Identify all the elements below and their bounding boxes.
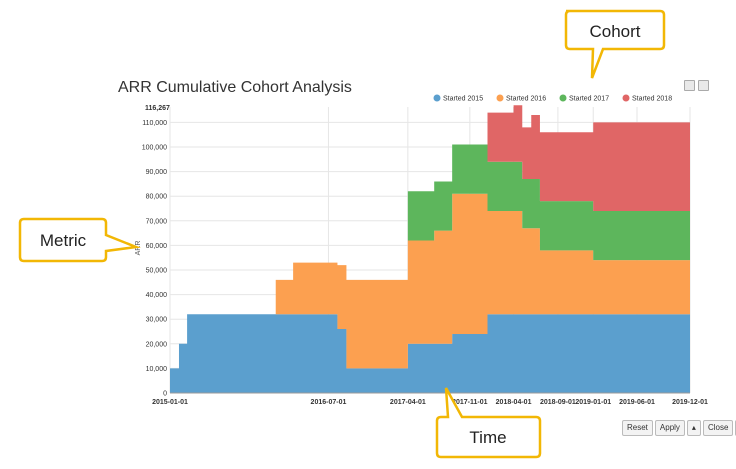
x-axis: 2015-01-01 2016-07-01 2017-04-01 2017-11-01…	[152, 392, 708, 406]
x-tick-label: 2018-09-01	[540, 399, 576, 406]
y-tick-label: 110,000	[142, 120, 167, 127]
legend-marker	[622, 94, 630, 102]
y-tick-label: 70,000	[146, 218, 168, 225]
y-tick-label: 60,000	[146, 243, 168, 250]
y-tick-label: 50,000	[146, 268, 168, 275]
legend-marker	[433, 94, 441, 102]
y-axis-label: ARR	[135, 241, 142, 256]
menu-icon[interactable]	[698, 80, 709, 91]
apply-dropdown-button[interactable]: ▴	[686, 420, 701, 436]
legend-marker	[559, 94, 567, 102]
cohort-callout: Cohort	[564, 9, 666, 79]
legend-label: Started 2018	[632, 96, 672, 103]
x-tick-label: 2016-07-01	[311, 399, 347, 406]
legend-label: Started 2015	[443, 96, 483, 103]
plot-areas	[170, 105, 690, 393]
close-button[interactable]: Close	[702, 420, 734, 436]
x-tick-label: 2018-04-01	[496, 399, 532, 406]
x-tick-label: 2015-01-01	[152, 399, 188, 406]
metric-callout-text: Metric	[40, 231, 87, 250]
metric-callout: Metric	[18, 217, 141, 263]
y-tick-label: 30,000	[146, 317, 168, 324]
apply-button[interactable]: Apply	[654, 420, 685, 436]
y-tick-label: 20,000	[146, 341, 168, 348]
x-tick-label: 2019-12-01	[672, 399, 708, 406]
legend-marker	[496, 94, 504, 102]
x-tick-label: 2017-04-01	[390, 399, 426, 406]
reset-button[interactable]: Reset	[622, 420, 653, 436]
x-tick-label: 2019-01-01	[575, 399, 611, 406]
y-tick-label: 10,000	[146, 366, 168, 373]
y-tick-label: 0	[163, 391, 167, 398]
area-started-2015	[170, 314, 690, 393]
x-tick-label: 2019-06-01	[619, 399, 655, 406]
x-tick-label: 2017-11-01	[452, 399, 488, 406]
y-top-label: 116,267	[145, 105, 170, 112]
time-callout: Time	[435, 387, 542, 459]
toolbar: Reset Apply ▴ Close ▴	[622, 420, 736, 436]
legend-label: Started 2017	[569, 96, 609, 103]
time-callout-text: Time	[469, 428, 506, 447]
chart-title: ARR Cumulative Cohort Analysis	[118, 79, 352, 96]
y-tick-label: 80,000	[146, 194, 168, 201]
legend-label: Started 2016	[506, 96, 546, 103]
y-tick-label: 90,000	[146, 169, 168, 176]
chart-controls	[684, 80, 709, 91]
y-tick-label: 40,000	[146, 292, 168, 299]
y-tick-label: 100,000	[142, 145, 167, 152]
area-started-2016	[170, 193, 690, 369]
area-started-2018	[170, 105, 690, 369]
cohort-callout-text: Cohort	[589, 22, 640, 41]
y-axis: 0 10,000 20,000 30,000 40,000 50,000 60,000 70,…	[142, 120, 167, 398]
legend: Started 2015 Started 2016 Started 2017 Star…	[433, 94, 672, 103]
expand-icon[interactable]	[684, 80, 695, 91]
